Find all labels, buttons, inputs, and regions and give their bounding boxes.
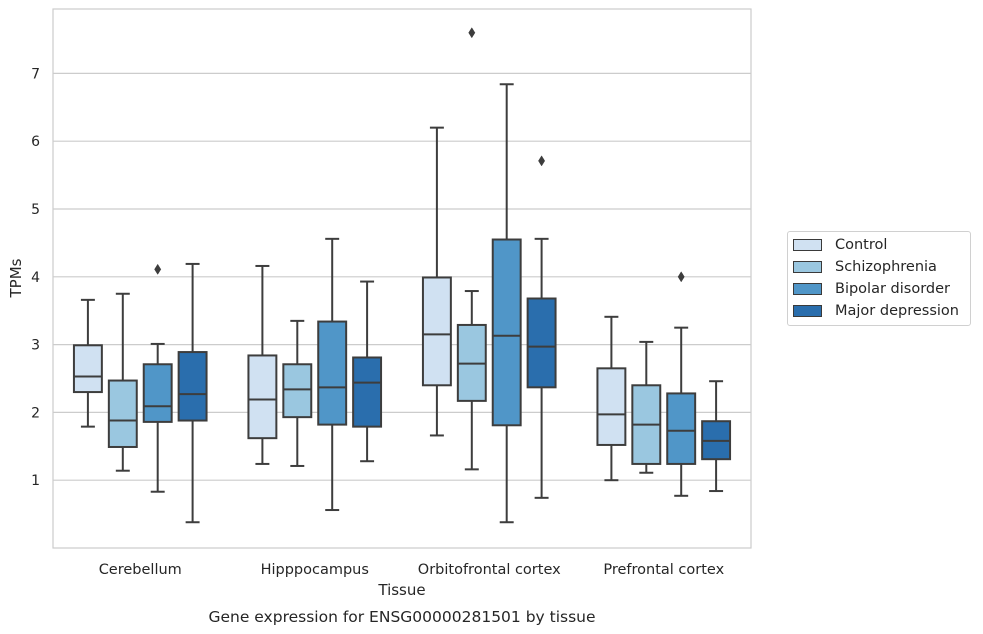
boxes-layer	[72, 27, 732, 524]
box-bipolar-disorder-hipppocampus	[317, 237, 348, 512]
box-schizophrenia-orbitofrontal-cortex	[456, 27, 487, 471]
box-control-prefrontal-cortex	[596, 315, 627, 482]
box-schizophrenia-hipppocampus	[282, 319, 313, 467]
box-major-depression-prefrontal-cortex	[701, 380, 732, 493]
legend-swatch	[793, 239, 822, 251]
x-tick-labels: Cerebellum Hipppocampus Orbitofrontal cort…	[99, 562, 725, 578]
legend-swatch	[793, 283, 822, 295]
box-schizophrenia-cerebellum	[107, 292, 138, 472]
box-iqr	[491, 238, 522, 427]
y-tick-label: 1	[31, 473, 40, 489]
y-axis-label: TPMs	[7, 258, 25, 298]
outlier-point	[468, 27, 476, 39]
x-tick-label: Prefrontal cortex	[603, 562, 724, 578]
box-iqr	[352, 356, 383, 428]
legend-label: Schizophrenia	[835, 259, 937, 275]
y-tick-labels: 1 2 3 4 5 6 7	[31, 66, 40, 489]
legend-item-schizophrenia: Schizophrenia	[793, 257, 937, 277]
y-tick-label: 2	[31, 405, 40, 421]
box-control-cerebellum	[72, 298, 103, 428]
outlier-point	[154, 263, 162, 275]
plot-frame	[52, 8, 752, 549]
box-major-depression-cerebellum	[177, 262, 208, 524]
legend-label: Major depression	[835, 303, 959, 319]
outlier-point	[538, 155, 546, 167]
chart-caption: Gene expression for ENSG00000281501 by t…	[208, 608, 595, 626]
x-tick-label: Hipppocampus	[261, 562, 369, 578]
box-major-depression-hipppocampus	[352, 280, 383, 463]
box-bipolar-disorder-orbitofrontal-cortex	[491, 83, 522, 524]
y-tick-label: 5	[31, 202, 40, 218]
legend-label: Bipolar disorder	[835, 281, 950, 297]
legend-item-major-depression: Major depression	[793, 301, 959, 321]
legend-item-control: Control	[793, 235, 887, 255]
box-iqr	[526, 297, 557, 389]
x-tick-label: Cerebellum	[99, 562, 182, 578]
legend: Control Schizophrenia Bipolar disorder M…	[787, 231, 971, 326]
box-bipolar-disorder-cerebellum	[142, 263, 173, 493]
y-tick-label: 4	[31, 270, 40, 286]
legend-label: Control	[835, 237, 888, 253]
y-tick-label: 7	[31, 66, 40, 82]
box-iqr	[72, 344, 103, 394]
box-iqr	[317, 320, 348, 426]
box-schizophrenia-prefrontal-cortex	[631, 340, 662, 474]
box-iqr	[107, 379, 138, 448]
box-iqr	[421, 276, 452, 387]
box-iqr	[177, 351, 208, 422]
legend-item-bipolar-disorder: Bipolar disorder	[793, 279, 950, 299]
box-iqr	[282, 363, 313, 419]
y-tick-label: 6	[31, 134, 40, 150]
box-major-depression-orbitofrontal-cortex	[526, 155, 557, 499]
box-iqr	[142, 363, 173, 423]
legend-swatch	[793, 261, 822, 273]
box-bipolar-disorder-prefrontal-cortex	[666, 271, 697, 497]
legend-swatch	[793, 305, 822, 317]
outlier-point	[677, 271, 685, 283]
box-iqr	[596, 367, 627, 446]
box-iqr	[247, 354, 278, 440]
x-tick-label: Orbitofrontal cortex	[418, 562, 561, 578]
box-control-orbitofrontal-cortex	[421, 126, 452, 437]
x-axis-label: Tissue	[377, 581, 425, 599]
box-control-hipppocampus	[247, 264, 278, 465]
y-tick-label: 3	[31, 338, 40, 354]
box-iqr	[666, 392, 697, 465]
